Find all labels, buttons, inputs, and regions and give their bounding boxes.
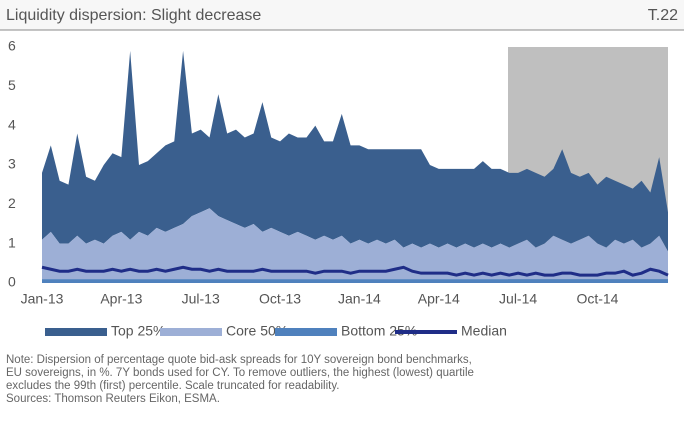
area <box>42 279 668 283</box>
legend-label: Median <box>461 323 507 339</box>
note-line: EU sovereigns, in %. 7Y bonds used for C… <box>6 367 474 379</box>
y-tick-label: 6 <box>8 38 16 54</box>
legend-label: Core 50% <box>226 323 288 339</box>
y-tick-label: 3 <box>8 156 16 172</box>
legend-swatch <box>275 328 337 336</box>
y-tick-label: 5 <box>8 77 16 93</box>
y-tick-label: 0 <box>8 274 16 290</box>
legend-swatch <box>45 328 107 336</box>
legend-label: Top 25% <box>111 323 165 339</box>
chart-title: Liquidity dispersion: Slight decrease <box>6 7 261 24</box>
note-line: Note: Dispersion of percentage quote bid… <box>6 354 472 366</box>
header-bg <box>0 0 684 30</box>
x-tick-label: Jul-13 <box>182 291 220 307</box>
x-tick-label: Jan-14 <box>338 291 381 307</box>
x-tick-label: Oct-14 <box>576 291 618 307</box>
y-tick-label: 4 <box>8 116 16 132</box>
x-tick-label: Apr-13 <box>100 291 142 307</box>
x-tick-label: Jan-13 <box>21 291 64 307</box>
area <box>42 208 668 280</box>
y-tick-label: 2 <box>8 195 16 211</box>
legend-swatch <box>160 328 222 336</box>
x-tick-label: Jul-14 <box>499 291 537 307</box>
y-tick-label: 1 <box>8 234 16 250</box>
note-line: excludes the 99th (first) percentile. Sc… <box>6 380 339 392</box>
note-line: Sources: Thomson Reuters Eikon, ESMA. <box>6 393 220 405</box>
x-tick-label: Oct-13 <box>259 291 301 307</box>
line <box>41 265 669 277</box>
x-tick-label: Apr-14 <box>418 291 460 307</box>
area <box>42 50 668 252</box>
table-label: T.22 <box>648 7 678 24</box>
legend-label: Bottom 25% <box>341 323 417 339</box>
